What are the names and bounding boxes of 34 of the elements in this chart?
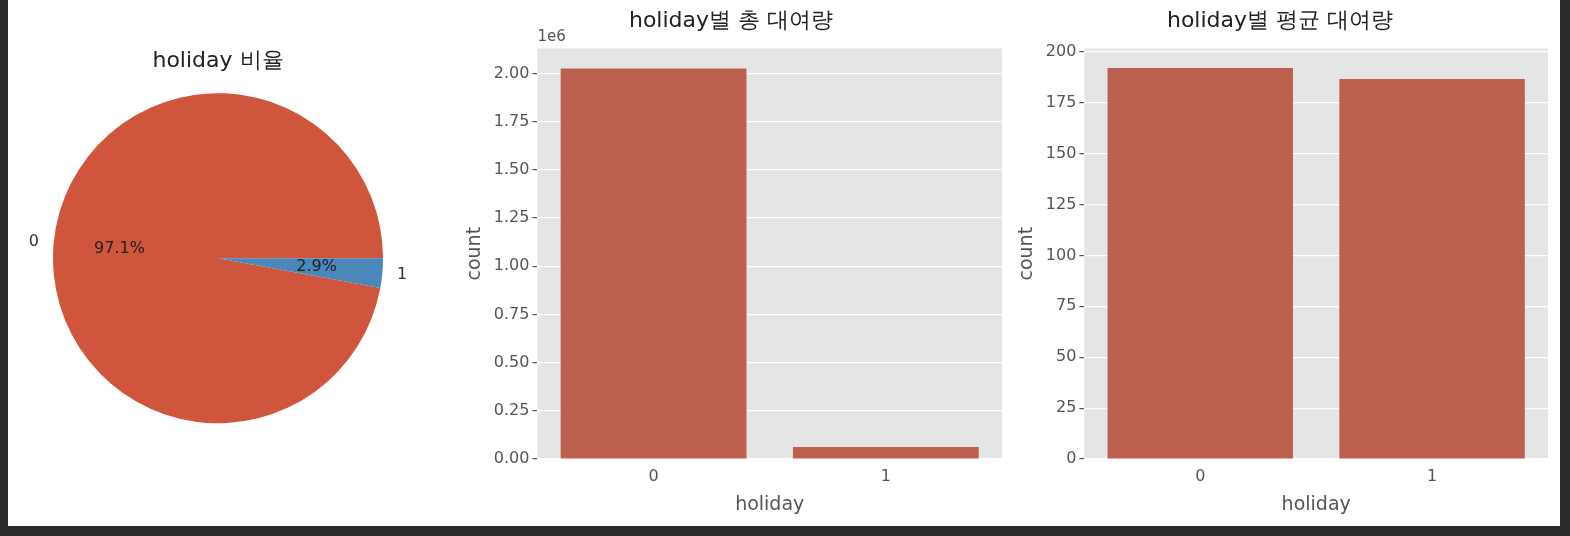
x-tick-label: 1 [880, 465, 891, 485]
y-tick-label: 25 [1055, 397, 1077, 417]
y-tick-label: 125 [1045, 193, 1077, 213]
chart-title: holiday별 평균 대여량 [1166, 6, 1394, 32]
slice-label: 0 [28, 230, 40, 250]
x-axis-title: holiday [735, 491, 805, 514]
data-label: 2.9% [296, 256, 337, 276]
y-tick-label: 0.50 [493, 351, 530, 371]
y-tick-label: 100 [1045, 244, 1077, 264]
y-tick-label: 1.00 [493, 255, 530, 275]
y-tick-label: 1.25 [493, 207, 530, 227]
y-tick-label: 150 [1045, 142, 1077, 162]
y-tick-label: 0.00 [493, 448, 530, 468]
chart-title: holiday별 총 대여량 [628, 6, 834, 32]
y-tick-label: 200 [1045, 41, 1077, 61]
slice-label: 1 [396, 264, 408, 284]
x-tick-label: 0 [1195, 465, 1206, 485]
y-tick-label: 175 [1045, 91, 1077, 111]
x-tick-label: 0 [648, 465, 659, 485]
y-tick-label: 75 [1055, 295, 1077, 315]
y-axis-title: count [1014, 226, 1037, 281]
y-tick-label: 1.50 [493, 159, 530, 178]
text: 1e6 [537, 26, 566, 45]
x-tick-label: 1 [1426, 465, 1438, 485]
y-tick-label: 50 [1055, 346, 1077, 366]
data-label: 97.1% [94, 238, 145, 258]
y-tick-label: 0 [1066, 448, 1077, 468]
x-axis-title: holiday [1281, 491, 1351, 514]
y-tick-label: 0.25 [493, 399, 530, 419]
y-tick-label: 1.75 [493, 110, 530, 130]
y-tick-label: 2.00 [493, 62, 530, 82]
y-tick-label: 0.75 [493, 303, 530, 323]
chart-title: holiday 비율 [152, 46, 284, 72]
y-axis-title: count [462, 226, 485, 281]
